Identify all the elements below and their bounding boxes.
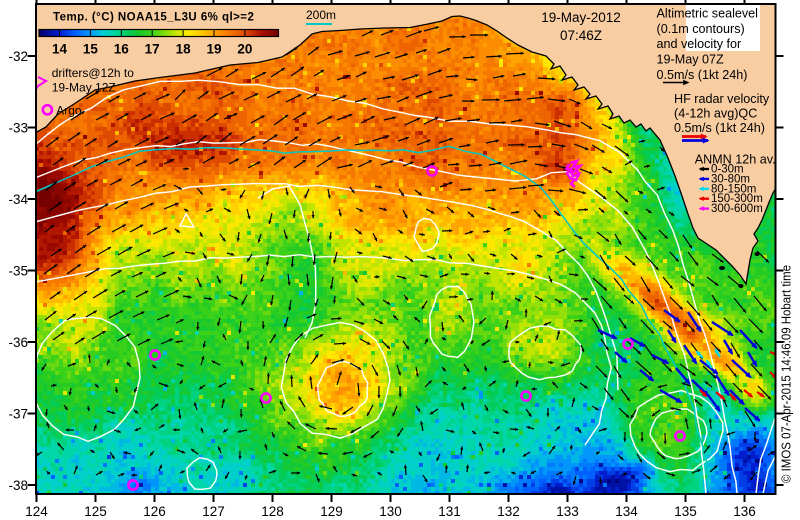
svg-text:HF radar velocity: HF radar velocity bbox=[674, 92, 770, 106]
svg-text:-38: -38 bbox=[8, 478, 28, 493]
svg-text:(0.1m contours): (0.1m contours) bbox=[657, 22, 745, 36]
svg-text:0-30m: 0-30m bbox=[711, 164, 744, 176]
svg-text:19: 19 bbox=[206, 42, 221, 57]
svg-text:131: 131 bbox=[438, 504, 461, 519]
svg-text:Argo: Argo bbox=[56, 103, 82, 117]
svg-text:300-600m: 300-600m bbox=[711, 203, 763, 215]
svg-text:19-May 07Z: 19-May 07Z bbox=[657, 53, 725, 67]
svg-text:15: 15 bbox=[83, 42, 99, 57]
svg-text:19-May 12Z: 19-May 12Z bbox=[52, 81, 116, 95]
svg-text:07:46Z: 07:46Z bbox=[560, 28, 602, 43]
svg-text:ANMN 12h av.: ANMN 12h av. bbox=[695, 153, 776, 167]
svg-text:© IMOS 07-Apr-2015 14:46:09 Ho: © IMOS 07-Apr-2015 14:46:09 Hobart time bbox=[780, 265, 794, 483]
svg-text:-36: -36 bbox=[8, 335, 28, 350]
svg-text:19-May-2012: 19-May-2012 bbox=[541, 10, 621, 25]
svg-text:17: 17 bbox=[145, 42, 160, 57]
svg-text:-32: -32 bbox=[8, 49, 28, 64]
svg-text:150-300m: 150-300m bbox=[711, 193, 763, 205]
svg-text:and velocity for: and velocity for bbox=[657, 37, 742, 51]
svg-text:80-150m: 80-150m bbox=[711, 183, 756, 195]
svg-text:133: 133 bbox=[556, 504, 579, 519]
svg-text:-37: -37 bbox=[8, 406, 28, 421]
svg-text:130: 130 bbox=[379, 504, 402, 519]
svg-text:Altimetric sealevel: Altimetric sealevel bbox=[657, 6, 758, 20]
svg-text:18: 18 bbox=[176, 42, 192, 57]
svg-text:127: 127 bbox=[202, 504, 225, 519]
svg-text:drifters@12h to: drifters@12h to bbox=[52, 66, 135, 80]
svg-text:-33: -33 bbox=[8, 120, 28, 135]
svg-text:0.5m/s (1kt 24h): 0.5m/s (1kt 24h) bbox=[657, 68, 748, 82]
svg-text:16: 16 bbox=[114, 42, 130, 57]
svg-text:128: 128 bbox=[261, 504, 284, 519]
svg-text:(4-12h avg)QC: (4-12h avg)QC bbox=[674, 107, 757, 121]
svg-text:136: 136 bbox=[733, 504, 756, 519]
svg-text:-34: -34 bbox=[8, 192, 28, 207]
svg-text:132: 132 bbox=[497, 504, 520, 519]
svg-text:14: 14 bbox=[52, 42, 68, 57]
svg-text:134: 134 bbox=[615, 504, 638, 519]
svg-text:20: 20 bbox=[237, 42, 252, 57]
svg-text:0.5m/s (1kt 24h): 0.5m/s (1kt 24h) bbox=[674, 121, 765, 135]
svg-text:-35: -35 bbox=[8, 263, 28, 278]
svg-text:Temp. (°C) NOAA15_L3U 6% ql>=2: Temp. (°C) NOAA15_L3U 6% ql>=2 bbox=[53, 12, 254, 24]
svg-text:135: 135 bbox=[674, 504, 697, 519]
svg-text:124: 124 bbox=[25, 504, 48, 519]
svg-text:30-80m: 30-80m bbox=[711, 173, 750, 185]
svg-text:200m: 200m bbox=[306, 8, 336, 22]
svg-text:125: 125 bbox=[84, 504, 107, 519]
svg-text:129: 129 bbox=[320, 504, 343, 519]
svg-text:126: 126 bbox=[143, 504, 166, 519]
